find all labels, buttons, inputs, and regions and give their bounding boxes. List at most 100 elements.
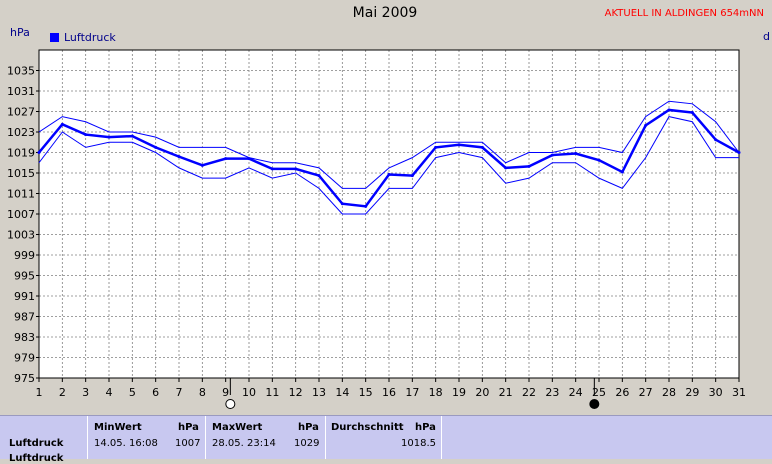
mean-point bbox=[387, 173, 391, 177]
x-tick-label: 11 bbox=[265, 386, 279, 399]
y-tick-label: 1015 bbox=[7, 167, 35, 180]
x-tick-label: 28 bbox=[662, 386, 676, 399]
mean-point bbox=[480, 145, 484, 149]
x-tick-label: 17 bbox=[405, 386, 419, 399]
y-tick-label: 1019 bbox=[7, 147, 35, 160]
avg-value: 1018.5 bbox=[401, 438, 436, 449]
x-tick-label: 31 bbox=[732, 386, 746, 399]
mean-point bbox=[714, 138, 718, 142]
series-line-max bbox=[38, 100, 740, 189]
new-moon-icon bbox=[589, 399, 600, 409]
divider bbox=[205, 416, 206, 459]
full-moon-icon bbox=[225, 399, 236, 409]
mean-point bbox=[200, 163, 204, 167]
y-tick-label: 983 bbox=[14, 331, 35, 344]
x-tick-label: 24 bbox=[569, 386, 583, 399]
mean-point bbox=[154, 145, 158, 149]
y-tick-label: 975 bbox=[14, 372, 35, 385]
y-tick-label: 1023 bbox=[7, 126, 35, 139]
min-time: 14.05. 16:08 bbox=[94, 438, 158, 449]
x-tick-label: 7 bbox=[176, 386, 183, 399]
mean-point bbox=[667, 108, 671, 112]
max-cell: MaxWert hPa 28.05. 23:14 1029 bbox=[206, 416, 324, 459]
mean-point bbox=[130, 134, 134, 138]
right-axis-unit: d bbox=[763, 30, 770, 43]
y-tick-label: 1011 bbox=[7, 188, 35, 201]
mean-point bbox=[294, 167, 298, 171]
x-tick-label: 21 bbox=[499, 386, 513, 399]
x-tick-label: 20 bbox=[475, 386, 489, 399]
stats-row-label-2: Luftdruck bbox=[9, 453, 64, 464]
min-cell: MinWert hPa 14.05. 16:08 1007 bbox=[88, 416, 204, 459]
y-tick-label: 995 bbox=[14, 270, 35, 283]
mean-point bbox=[410, 174, 414, 178]
legend: Luftdruck bbox=[50, 31, 116, 44]
x-tick-label: 2 bbox=[59, 386, 66, 399]
mean-point bbox=[504, 166, 508, 170]
legend-label: Luftdruck bbox=[64, 31, 116, 44]
x-tick-label: 27 bbox=[639, 386, 653, 399]
x-tick-label: 5 bbox=[129, 386, 136, 399]
pressure-chart: 9759799839879919959991003100710111015101… bbox=[7, 49, 746, 409]
y-tick-label: 987 bbox=[14, 311, 35, 324]
chart-title: Mai 2009 bbox=[352, 5, 418, 21]
plot-border bbox=[38, 49, 740, 379]
mean-point bbox=[270, 167, 274, 171]
x-tick-label: 18 bbox=[429, 386, 443, 399]
y-tick-label: 1003 bbox=[7, 229, 35, 242]
divider bbox=[87, 416, 88, 459]
max-value: 1029 bbox=[294, 438, 320, 449]
x-tick-label: 22 bbox=[522, 386, 536, 399]
avg-unit: hPa bbox=[415, 422, 436, 433]
mean-point bbox=[224, 157, 228, 161]
avg-label: Durchschnitt bbox=[331, 422, 404, 433]
mean-point bbox=[434, 145, 438, 149]
mean-point bbox=[550, 153, 554, 157]
y-tick-label: 999 bbox=[14, 249, 35, 262]
y-tick-label: 1007 bbox=[7, 208, 35, 221]
x-tick-label: 16 bbox=[382, 386, 396, 399]
min-label: MinWert bbox=[94, 422, 142, 433]
mean-point bbox=[620, 170, 624, 174]
mean-point bbox=[84, 133, 88, 137]
x-tick-label: 29 bbox=[685, 386, 699, 399]
location-banner: AKTUELL IN ALDINGEN 654mNN bbox=[604, 8, 764, 19]
x-tick-label: 26 bbox=[615, 386, 629, 399]
x-tick-label: 15 bbox=[359, 386, 373, 399]
y-tick-label: 979 bbox=[14, 352, 35, 365]
mean-point bbox=[597, 158, 601, 162]
y-tick-label: 1031 bbox=[7, 85, 35, 98]
x-tick-label: 10 bbox=[242, 386, 256, 399]
y-tick-label: 1027 bbox=[7, 106, 35, 119]
y-axis-unit: hPa bbox=[10, 26, 30, 39]
x-tick-label: 30 bbox=[709, 386, 723, 399]
mean-point bbox=[457, 143, 461, 147]
mean-point bbox=[340, 202, 344, 206]
divider bbox=[441, 416, 442, 459]
x-tick-label: 4 bbox=[106, 386, 113, 399]
mean-point bbox=[364, 204, 368, 208]
mean-point bbox=[60, 122, 64, 126]
x-tick-label: 3 bbox=[82, 386, 89, 399]
avg-cell: Durchschnitt hPa 1018.5 bbox=[326, 416, 441, 459]
y-tick-label: 1035 bbox=[7, 65, 35, 78]
mean-point bbox=[690, 111, 694, 115]
mean-point bbox=[317, 174, 321, 178]
min-value: 1007 bbox=[175, 438, 201, 449]
max-label: MaxWert bbox=[212, 422, 263, 433]
mean-point bbox=[527, 164, 531, 168]
x-tick-label: 23 bbox=[545, 386, 559, 399]
series-line-min bbox=[38, 116, 739, 215]
x-tick-label: 14 bbox=[335, 386, 349, 399]
stats-table: Luftdruck Luftdruck MinWert hPa 14.05. 1… bbox=[0, 415, 772, 464]
legend-swatch bbox=[50, 33, 59, 42]
mean-point bbox=[574, 152, 578, 156]
stats-row-label: Luftdruck bbox=[9, 438, 64, 449]
max-unit: hPa bbox=[298, 422, 319, 433]
mean-point bbox=[644, 123, 648, 127]
mean-point bbox=[37, 151, 41, 154]
max-time: 28.05. 23:14 bbox=[212, 438, 276, 449]
x-tick-label: 9 bbox=[222, 386, 229, 399]
x-tick-label: 19 bbox=[452, 386, 466, 399]
